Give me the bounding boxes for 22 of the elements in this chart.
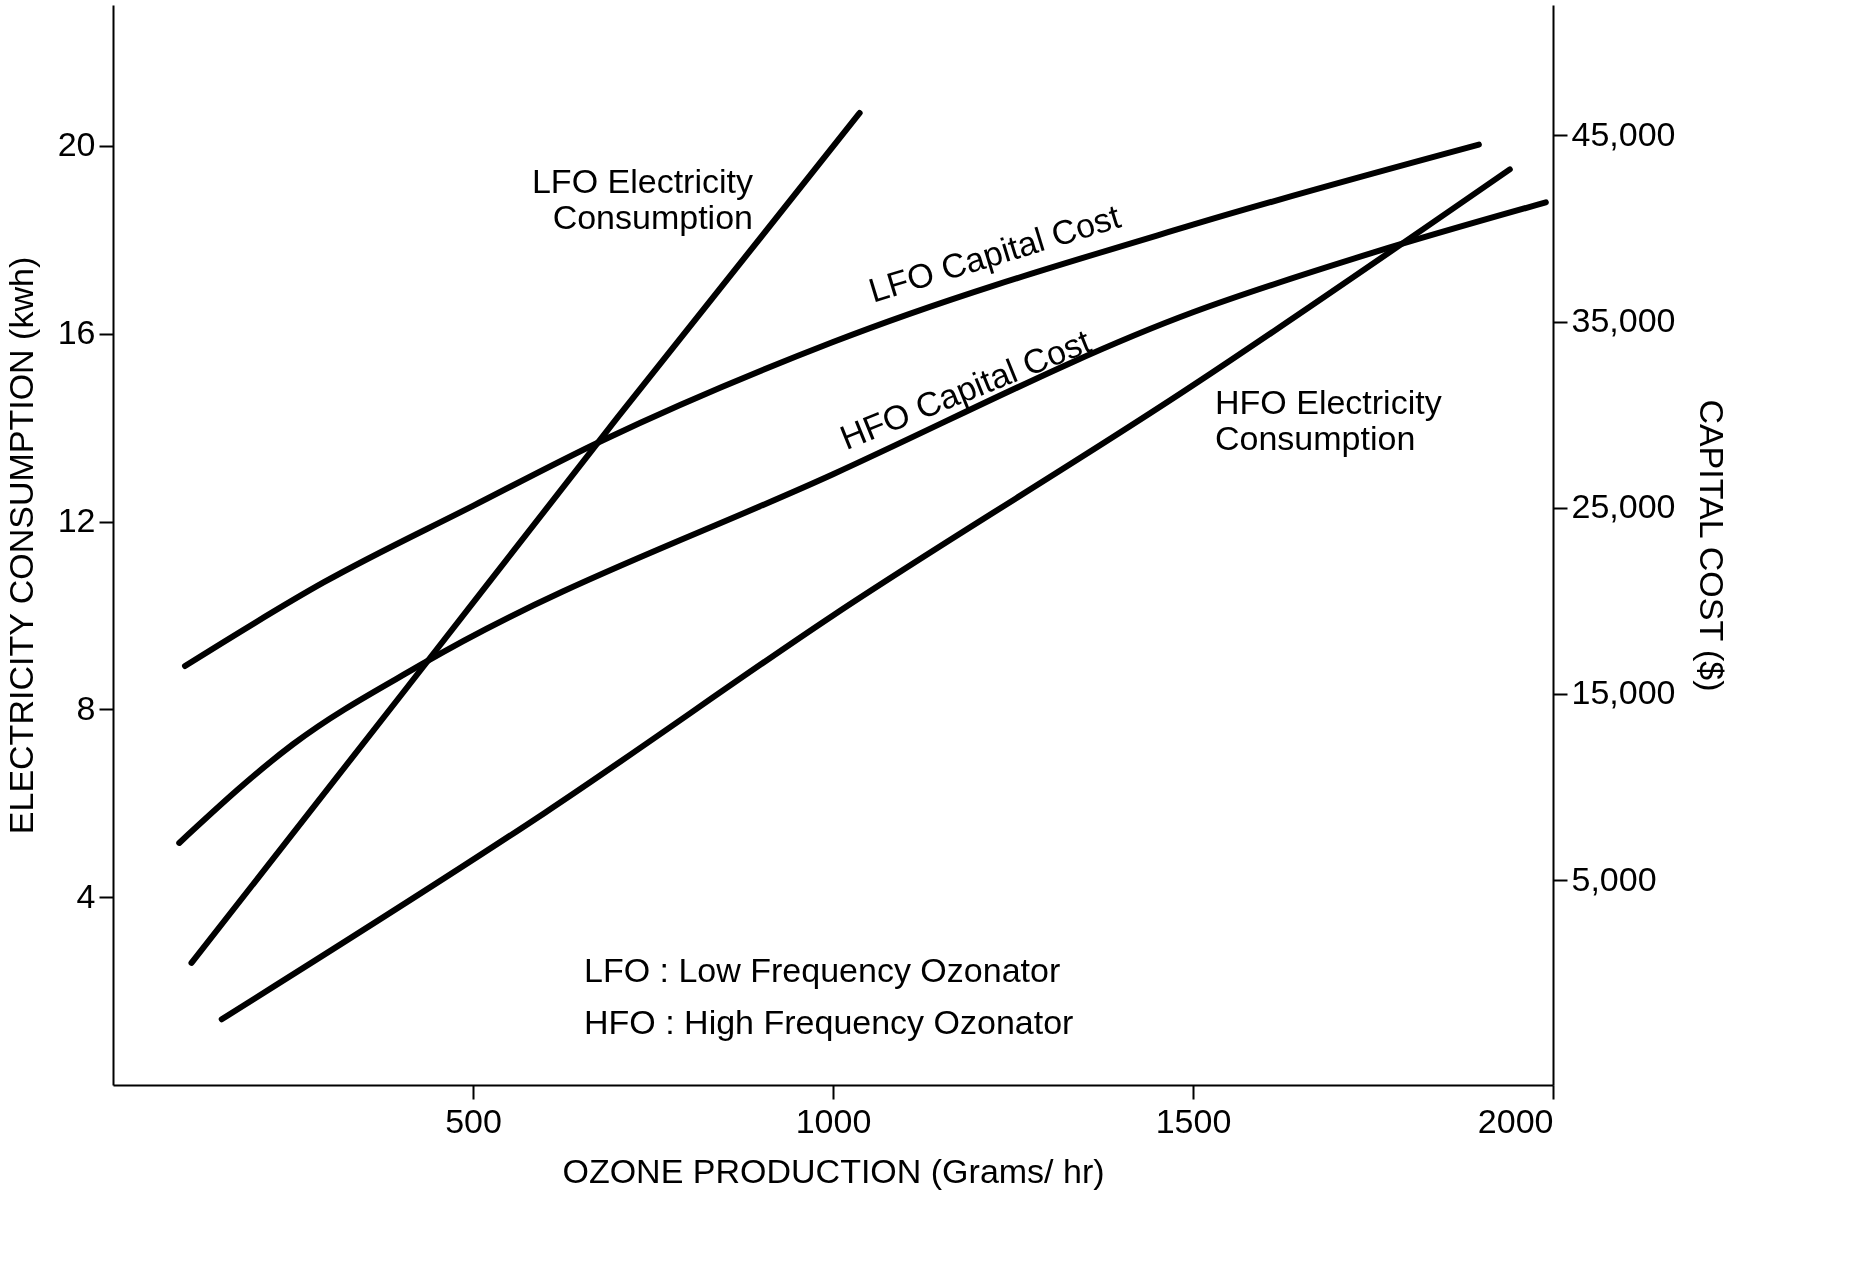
y2-tick-label: 5,000	[1571, 859, 1657, 898]
x-tick-label: 500	[445, 1101, 502, 1140]
text: LFO Capital Cost	[864, 196, 1126, 310]
series-label: LFO Electricity Consumption	[531, 162, 753, 236]
x-axis-title: OZONE PRODUCTION (Grams/ hr)	[562, 1151, 1105, 1190]
y-tick-label: 12	[57, 501, 96, 540]
y-tick-label: 8	[76, 688, 96, 727]
x-tick-label: 1500	[1155, 1101, 1232, 1140]
annotation: HFO : High Frequency Ozonator	[584, 1003, 1074, 1041]
y2-axis-title: CAPITAL COST ($)	[1693, 399, 1732, 692]
y-axis-title: ELECTRICITY CONSUMPTION (kwh)	[1, 256, 40, 835]
annotation: LFO : Low Frequency Ozonator	[584, 951, 1061, 989]
x-tick-label: 1000	[795, 1101, 872, 1140]
y2-tick-label: 15,000	[1571, 673, 1676, 712]
y-tick-label: 16	[57, 313, 96, 352]
y-tick-label: 4	[76, 876, 96, 915]
y-tick-label: 20	[57, 125, 96, 164]
x-tick-label: 2000	[1477, 1101, 1554, 1140]
y2-tick-label: 35,000	[1571, 301, 1676, 340]
y2-tick-label: 25,000	[1571, 487, 1676, 526]
y2-tick-label: 45,000	[1571, 114, 1676, 153]
series-label: HFO Electricity Consumption	[1215, 383, 1442, 457]
